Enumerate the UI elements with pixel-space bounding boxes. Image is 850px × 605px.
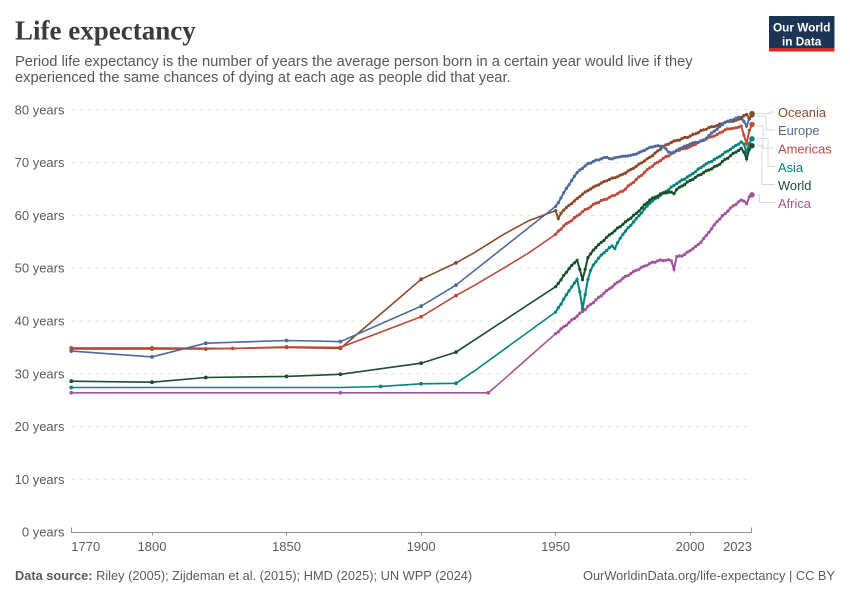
- svg-text:30 years: 30 years: [15, 366, 65, 381]
- svg-text:Life expectancy: Life expectancy: [15, 16, 196, 46]
- svg-text:Our World: Our World: [773, 21, 830, 35]
- svg-text:10 years: 10 years: [15, 472, 65, 487]
- svg-text:0 years: 0 years: [22, 525, 65, 540]
- svg-text:1900: 1900: [407, 539, 436, 554]
- svg-text:60 years: 60 years: [15, 208, 65, 223]
- svg-text:80 years: 80 years: [15, 102, 65, 117]
- svg-text:70 years: 70 years: [15, 155, 65, 170]
- svg-text:experienced the same chances o: experienced the same chances of dying at…: [15, 70, 511, 86]
- svg-text:in Data: in Data: [782, 35, 822, 49]
- svg-text:Americas: Americas: [778, 142, 832, 157]
- svg-text:Africa: Africa: [778, 196, 812, 211]
- svg-text:1770: 1770: [71, 539, 100, 554]
- svg-text:2023: 2023: [723, 539, 752, 554]
- svg-text:Asia: Asia: [778, 160, 804, 175]
- svg-text:World: World: [778, 178, 811, 193]
- svg-text:40 years: 40 years: [15, 314, 65, 329]
- svg-text:Europe: Europe: [778, 123, 820, 138]
- svg-text:Period life expectancy is the: Period life expectancy is the number of …: [15, 54, 693, 70]
- svg-text:1800: 1800: [138, 539, 167, 554]
- svg-text:Data source: Riley (2005); Zij: Data source: Riley (2005); Zijdeman et a…: [15, 568, 472, 583]
- svg-text:20 years: 20 years: [15, 419, 65, 434]
- svg-text:Oceania: Oceania: [778, 105, 827, 120]
- svg-text:50 years: 50 years: [15, 261, 65, 276]
- svg-text:OurWorldinData.org/life-expect: OurWorldinData.org/life-expectancy | CC …: [583, 568, 835, 583]
- svg-text:1850: 1850: [272, 539, 301, 554]
- svg-text:2000: 2000: [676, 539, 705, 554]
- svg-text:1950: 1950: [541, 539, 570, 554]
